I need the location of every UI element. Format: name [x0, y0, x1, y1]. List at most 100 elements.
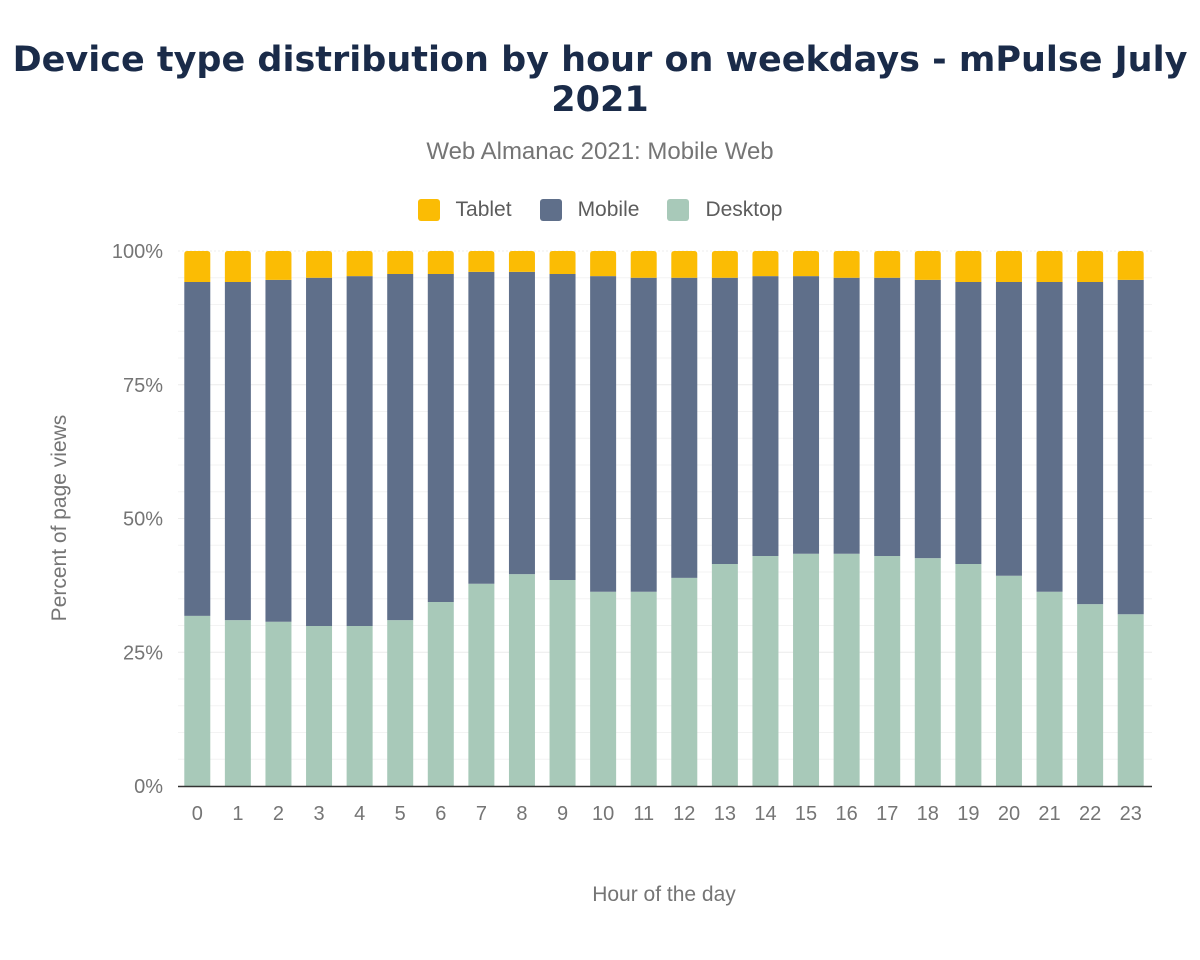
bar-tablet-0[interactable] — [184, 251, 211, 283]
bar-desktop-14[interactable] — [752, 555, 779, 786]
bar-desktop-19[interactable] — [955, 563, 982, 786]
bar-tablet-23[interactable] — [1117, 251, 1144, 280]
y-tick-label: 25% — [123, 642, 163, 664]
bar-tablet-1[interactable] — [224, 251, 251, 283]
bar-mobile-1[interactable] — [224, 282, 251, 621]
x-tick-label: 16 — [836, 803, 858, 825]
bar-mobile-15[interactable] — [793, 276, 820, 554]
y-tick-label: 75% — [123, 375, 163, 397]
bar-tablet-11[interactable] — [630, 251, 657, 278]
bar-desktop-8[interactable] — [508, 574, 535, 786]
legend-item-tablet[interactable]: Tablet — [417, 198, 512, 222]
bar-tablet-18[interactable] — [914, 251, 941, 280]
chart-title: Device type distribution by hour on week… — [12, 40, 1188, 120]
bar-desktop-6[interactable] — [427, 601, 454, 786]
legend: Tablet Mobile Desktop — [0, 198, 1200, 222]
bar-tablet-8[interactable] — [508, 251, 535, 272]
bar-tablet-5[interactable] — [387, 251, 414, 275]
y-tick-label: 100% — [112, 241, 163, 263]
bar-desktop-20[interactable] — [995, 575, 1022, 786]
bar-mobile-3[interactable] — [306, 277, 333, 627]
bar-tablet-9[interactable] — [549, 251, 576, 275]
x-tick-label: 13 — [714, 803, 736, 825]
bar-tablet-16[interactable] — [833, 251, 860, 278]
bar-tablet-19[interactable] — [955, 251, 982, 283]
bar-desktop-2[interactable] — [265, 621, 292, 786]
x-tick-label: 2 — [273, 803, 284, 825]
bar-mobile-5[interactable] — [387, 274, 414, 621]
x-tick-label: 20 — [998, 803, 1020, 825]
bar-tablet-10[interactable] — [590, 251, 617, 277]
bar-desktop-3[interactable] — [306, 626, 333, 786]
y-axis-label: Percent of page views — [48, 415, 71, 622]
bar-tablet-22[interactable] — [1077, 251, 1104, 283]
bar-mobile-19[interactable] — [955, 282, 982, 564]
bar-desktop-11[interactable] — [630, 591, 657, 786]
bar-tablet-12[interactable] — [671, 251, 698, 278]
bar-mobile-11[interactable] — [630, 277, 657, 592]
bar-tablet-4[interactable] — [346, 251, 373, 277]
bar-desktop-12[interactable] — [671, 577, 698, 786]
x-tick-label: 14 — [754, 803, 776, 825]
bar-desktop-21[interactable] — [1036, 591, 1063, 786]
legend-label: Tablet — [455, 198, 512, 221]
bar-mobile-12[interactable] — [671, 277, 698, 578]
bar-mobile-22[interactable] — [1077, 282, 1104, 605]
x-tick-label: 5 — [395, 803, 406, 825]
bar-desktop-10[interactable] — [590, 591, 617, 786]
legend-item-mobile[interactable]: Mobile — [539, 198, 640, 222]
x-axis-label: Hour of the day — [592, 883, 736, 906]
bar-mobile-13[interactable] — [711, 277, 738, 564]
x-tick-label: 4 — [354, 803, 365, 825]
bar-mobile-0[interactable] — [184, 282, 211, 616]
x-tick-label: 12 — [673, 803, 695, 825]
x-tick-label: 8 — [516, 803, 527, 825]
bar-desktop-23[interactable] — [1117, 614, 1144, 786]
bar-mobile-10[interactable] — [590, 276, 617, 592]
x-tick-label: 15 — [795, 803, 817, 825]
bar-tablet-6[interactable] — [427, 251, 454, 275]
bar-desktop-18[interactable] — [914, 558, 941, 786]
bar-mobile-2[interactable] — [265, 279, 292, 622]
bar-desktop-13[interactable] — [711, 563, 738, 786]
x-tick-label: 11 — [633, 803, 654, 825]
bar-mobile-16[interactable] — [833, 277, 860, 554]
bar-tablet-13[interactable] — [711, 251, 738, 278]
bar-tablet-14[interactable] — [752, 251, 779, 277]
bar-desktop-1[interactable] — [224, 620, 251, 786]
x-tick-label: 18 — [917, 803, 939, 825]
bar-mobile-17[interactable] — [874, 277, 901, 556]
bar-tablet-21[interactable] — [1036, 251, 1063, 283]
bar-mobile-20[interactable] — [995, 282, 1022, 576]
bar-tablet-3[interactable] — [306, 251, 333, 278]
legend-label: Mobile — [577, 198, 640, 221]
bar-mobile-8[interactable] — [508, 271, 535, 575]
bar-desktop-5[interactable] — [387, 620, 414, 786]
bar-mobile-7[interactable] — [468, 271, 495, 584]
bar-mobile-6[interactable] — [427, 274, 454, 602]
bar-desktop-15[interactable] — [793, 553, 820, 786]
bar-tablet-15[interactable] — [793, 251, 820, 277]
legend-item-desktop[interactable]: Desktop — [667, 198, 782, 222]
bar-desktop-17[interactable] — [874, 555, 901, 786]
bar-desktop-7[interactable] — [468, 583, 495, 786]
x-tick-label: 7 — [476, 803, 487, 825]
bar-desktop-0[interactable] — [184, 615, 211, 786]
bar-desktop-4[interactable] — [346, 626, 373, 786]
bar-mobile-23[interactable] — [1117, 279, 1144, 615]
bar-mobile-14[interactable] — [752, 276, 779, 556]
bar-desktop-16[interactable] — [833, 553, 860, 786]
bar-mobile-21[interactable] — [1036, 282, 1063, 592]
bar-tablet-2[interactable] — [265, 251, 292, 280]
bar-tablet-17[interactable] — [874, 251, 901, 278]
bar-tablet-20[interactable] — [995, 251, 1022, 283]
bar-tablet-7[interactable] — [468, 251, 495, 272]
bar-mobile-4[interactable] — [346, 276, 373, 627]
bar-desktop-9[interactable] — [549, 580, 576, 786]
bar-desktop-22[interactable] — [1077, 604, 1104, 786]
bar-mobile-9[interactable] — [549, 274, 576, 581]
y-tick-label: 50% — [123, 509, 163, 531]
bar-mobile-18[interactable] — [914, 279, 941, 559]
x-tick-label: 23 — [1120, 803, 1142, 825]
